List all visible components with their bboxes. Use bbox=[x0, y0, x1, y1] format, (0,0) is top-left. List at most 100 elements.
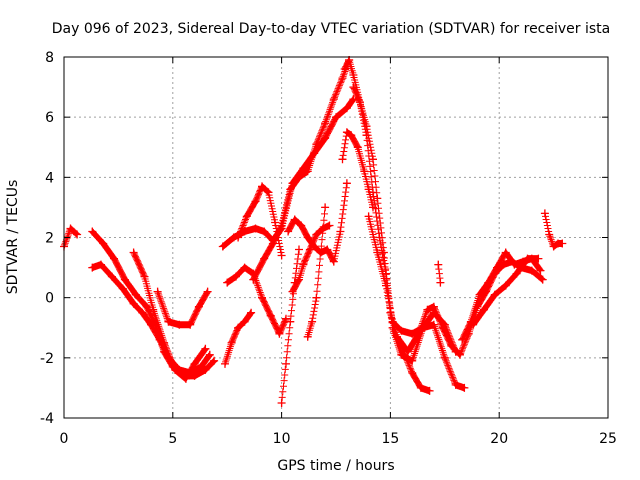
data-point bbox=[312, 230, 321, 239]
data-point bbox=[286, 317, 295, 326]
data-point bbox=[414, 329, 423, 338]
data-point bbox=[286, 185, 295, 194]
data-point bbox=[303, 332, 312, 341]
data-point bbox=[540, 209, 549, 218]
data-point bbox=[266, 311, 275, 320]
data-point bbox=[429, 320, 438, 329]
data-point bbox=[290, 215, 299, 224]
data-point bbox=[164, 317, 173, 326]
series-track-14 bbox=[288, 221, 334, 296]
data-point bbox=[480, 305, 488, 314]
data-point bbox=[97, 260, 105, 269]
data-marks-track-16 bbox=[341, 56, 434, 395]
data-point bbox=[408, 356, 417, 365]
data-point bbox=[277, 251, 286, 260]
y-tick-label: 4 bbox=[45, 170, 54, 186]
data-point bbox=[364, 185, 373, 194]
x-tick-label: 20 bbox=[490, 431, 508, 447]
data-point bbox=[247, 308, 256, 317]
data-point bbox=[342, 179, 351, 188]
data-point bbox=[242, 212, 251, 221]
data-point bbox=[160, 338, 169, 347]
x-tick-label: 5 bbox=[168, 431, 177, 447]
x-tick-label: 10 bbox=[273, 431, 291, 447]
data-point bbox=[303, 167, 312, 176]
chart-title: Day 096 of 2023, Sidereal Day-to-day VTE… bbox=[52, 21, 610, 37]
data-point bbox=[277, 399, 286, 407]
data-point bbox=[190, 359, 199, 368]
data-point bbox=[458, 335, 467, 344]
x-axis-label: GPS time / hours bbox=[277, 458, 394, 474]
data-point bbox=[382, 281, 390, 290]
data-point bbox=[251, 197, 260, 206]
data-point bbox=[299, 260, 308, 269]
series-track-13 bbox=[284, 179, 351, 266]
data-point bbox=[423, 305, 432, 314]
series-track-23 bbox=[540, 209, 567, 251]
data-point bbox=[338, 74, 347, 83]
data-point bbox=[221, 359, 229, 368]
data-point bbox=[388, 317, 397, 326]
data-point bbox=[295, 275, 303, 284]
data-point bbox=[434, 260, 443, 269]
series-track-4 bbox=[129, 248, 210, 383]
data-point bbox=[171, 365, 179, 374]
data-point bbox=[436, 278, 445, 287]
y-tick-label: -4 bbox=[40, 411, 54, 427]
data-point bbox=[201, 344, 210, 353]
data-point bbox=[218, 242, 227, 251]
data-point bbox=[210, 356, 219, 365]
data-point bbox=[249, 269, 258, 278]
data-point bbox=[369, 188, 377, 197]
data-point bbox=[512, 269, 521, 278]
data-point bbox=[321, 119, 330, 128]
data-point bbox=[223, 278, 232, 287]
data-point bbox=[295, 173, 303, 182]
data-marks-track-7 bbox=[234, 182, 286, 259]
data-point bbox=[332, 113, 340, 122]
y-axis-label: SDTVAR / TECUs bbox=[5, 180, 21, 295]
data-point bbox=[438, 323, 447, 332]
series-track-21 bbox=[469, 254, 543, 329]
data-point bbox=[475, 290, 484, 299]
y-tick-label: -2 bbox=[40, 351, 54, 367]
data-point bbox=[88, 227, 97, 236]
data-point bbox=[308, 317, 317, 326]
data-point bbox=[347, 131, 356, 140]
data-point bbox=[538, 275, 547, 284]
data-point bbox=[295, 245, 303, 254]
data-point bbox=[342, 128, 351, 137]
data-point bbox=[205, 350, 214, 359]
data-point bbox=[129, 299, 138, 308]
data-point bbox=[536, 266, 545, 275]
series-track-9 bbox=[223, 263, 290, 338]
data-marks-track-5 bbox=[154, 288, 212, 329]
x-tick-label: 25 bbox=[599, 431, 617, 447]
data-point bbox=[355, 98, 364, 107]
data-point bbox=[197, 362, 206, 371]
series-track-19 bbox=[392, 257, 547, 359]
data-point bbox=[297, 221, 306, 230]
data-point bbox=[338, 155, 347, 164]
data-point bbox=[153, 287, 162, 296]
data-point bbox=[312, 140, 321, 149]
data-point bbox=[460, 383, 469, 392]
series-track-15 bbox=[338, 128, 377, 212]
data-marks-track-10 bbox=[221, 309, 255, 368]
data-point bbox=[227, 338, 236, 347]
data-point bbox=[277, 221, 286, 230]
data-point bbox=[510, 260, 519, 269]
data-point bbox=[362, 131, 371, 140]
data-point bbox=[364, 212, 373, 221]
data-marks-track-9 bbox=[223, 264, 290, 338]
data-point bbox=[181, 374, 190, 383]
series-track-7 bbox=[234, 182, 286, 260]
data-point bbox=[369, 155, 377, 164]
data-point bbox=[501, 281, 510, 290]
data-point bbox=[258, 293, 266, 302]
data-point bbox=[234, 323, 243, 332]
data-point bbox=[271, 218, 280, 227]
y-tick-label: 8 bbox=[45, 50, 54, 66]
data-point bbox=[147, 320, 155, 329]
